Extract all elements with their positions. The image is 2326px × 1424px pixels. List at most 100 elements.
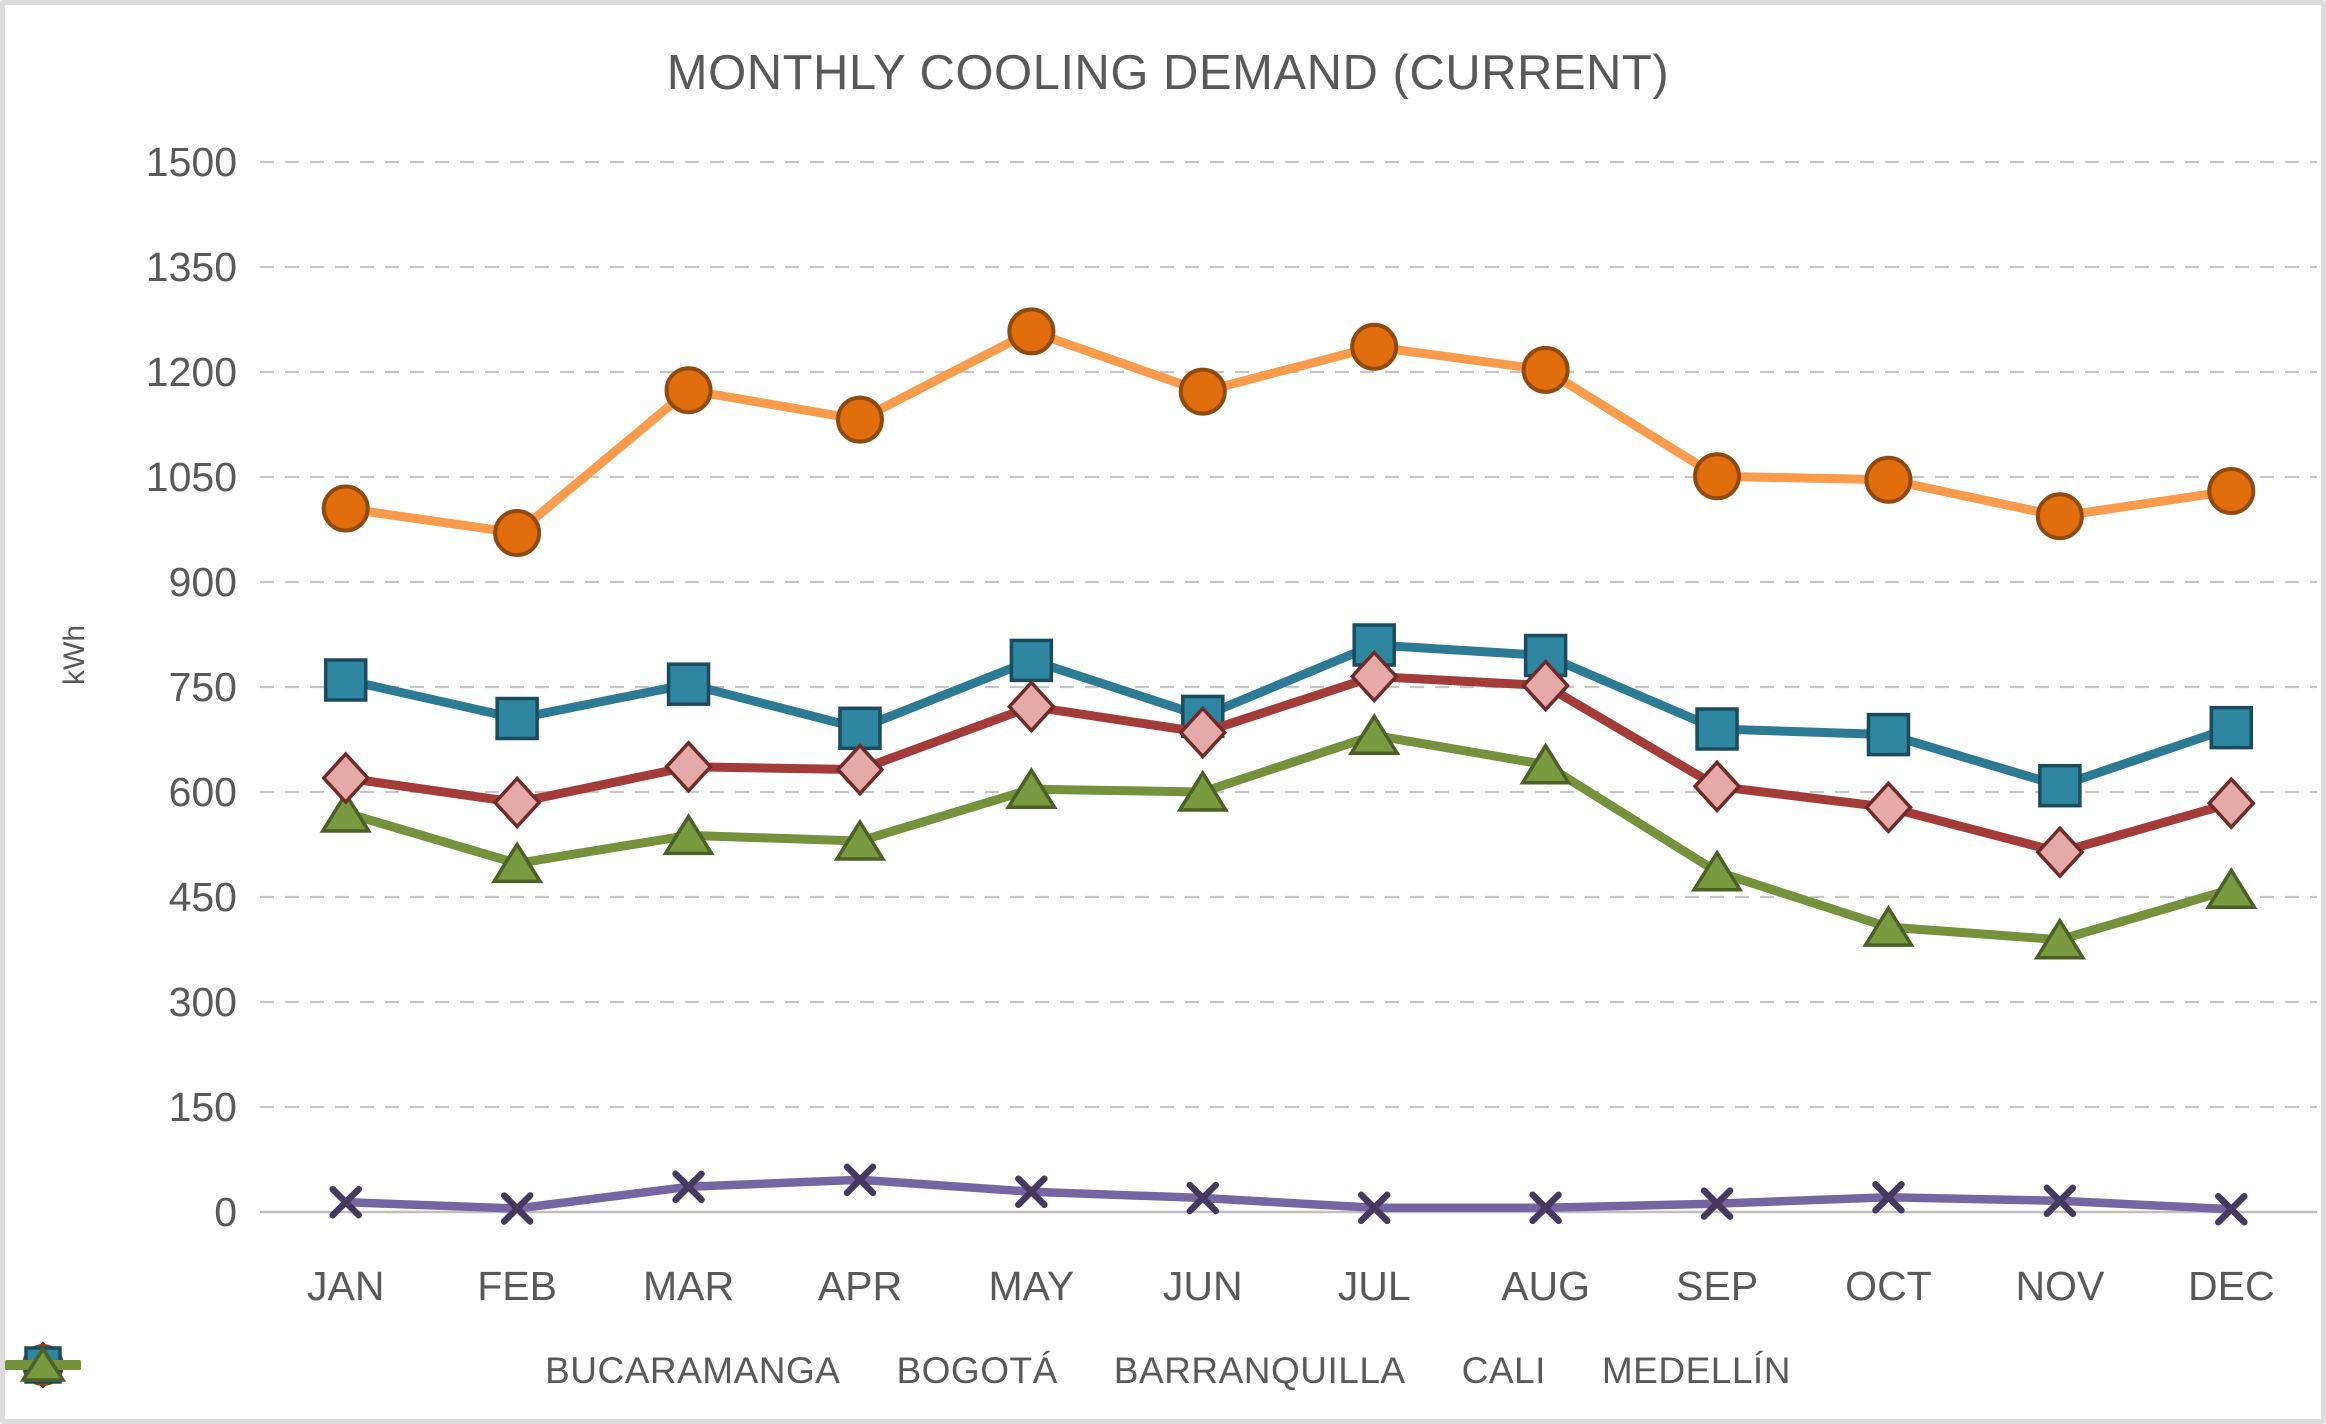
y-tick-label: 1050 (146, 454, 237, 500)
marker-square (666, 662, 711, 706)
marker-diamond (664, 740, 713, 794)
y-tick-label: 150 (169, 1084, 237, 1130)
marker-triangle (662, 813, 715, 856)
marker-diamond (835, 743, 885, 797)
y-tick-label: 1500 (146, 139, 237, 185)
marker-x (500, 1192, 534, 1225)
marker-triangle (2205, 866, 2258, 910)
marker-circle (1864, 455, 1913, 504)
marker-diamond (2035, 825, 2085, 879)
marker-x (2215, 1192, 2248, 1226)
x-tick-label: JAN (307, 1263, 384, 1309)
plot-svg: 0 150 300 450 600 750 900 1050 1200 1350 1500 JAN FE… (146, 139, 2317, 1309)
chart-title: MONTHLY COOLING DEMAND (CURRENT) (666, 46, 1670, 100)
marker-circle (1521, 345, 1570, 394)
marker-x (672, 1170, 705, 1204)
legend-label: BUCARAMANGA (545, 1350, 841, 1391)
legend-label: MEDELLÍN (1601, 1350, 1791, 1391)
y-tick-label: 300 (169, 979, 237, 1025)
y-tick-label: 1350 (146, 244, 237, 290)
marker-triangle (833, 818, 887, 861)
marker-square (323, 658, 368, 702)
marker-circle (493, 509, 542, 557)
legend-label: CALI (1461, 1350, 1546, 1391)
marker-square (2038, 763, 2082, 808)
marker-x (1015, 1175, 1048, 1208)
series-line-barranquilla (341, 326, 2236, 538)
marker-x (1529, 1191, 1562, 1225)
x-tick-label: DEC (2188, 1263, 2275, 1309)
marker-triangle (319, 790, 372, 833)
marker-x (843, 1163, 877, 1197)
marker-circle (2035, 492, 2084, 541)
marker-diamond (1178, 705, 1228, 760)
y-tick-label: 0 (214, 1189, 237, 1235)
marker-circle (835, 395, 884, 444)
x-tick-label: JUN (1163, 1263, 1243, 1309)
marker-square (495, 696, 539, 741)
marker-triangle (19, 1345, 67, 1382)
marker-diamond (1692, 759, 1742, 813)
marker-x (1872, 1181, 1905, 1214)
marker-circle (1007, 307, 1056, 356)
legend-marker-triangle-icon (5, 1345, 81, 1382)
y-axis-title: kWh (58, 625, 91, 685)
marker-triangle (1862, 904, 1915, 947)
marker-diamond (1521, 659, 1571, 713)
x-tick-label: SEP (1676, 1263, 1758, 1309)
y-tick-label: 450 (169, 874, 237, 920)
x-tick-label: FEB (477, 1263, 557, 1309)
marker-x (1700, 1187, 1734, 1220)
marker-square (838, 706, 882, 751)
legend-item-barranquilla: BARRANQUILLA (5, 1344, 1406, 1392)
marker-diamond (1349, 649, 1399, 704)
marker-square (2209, 705, 2254, 750)
legend-label: BOGOTÁ (896, 1350, 1058, 1391)
marker-diamond (2206, 776, 2256, 830)
x-tick-label: OCT (1845, 1263, 1932, 1309)
marker-circle (664, 366, 713, 415)
marker-x (1357, 1191, 1391, 1225)
marker-diamond (1864, 780, 1913, 834)
legend-item-medellin: MEDELLÍN (5, 1345, 1791, 1392)
marker-square (1866, 712, 1911, 757)
marker-x (2043, 1184, 2077, 1218)
marker-triangle (1519, 742, 1572, 785)
series-line-bogota (341, 1175, 2236, 1214)
marker-circle (1178, 367, 1227, 416)
series-line-cali (341, 640, 2236, 791)
x-tick-label: MAY (988, 1263, 1074, 1309)
marker-diamond (321, 751, 371, 805)
marker-triangle (490, 841, 544, 884)
y-tick-label: 1200 (146, 349, 237, 395)
x-tick-label: APR (818, 1263, 902, 1309)
y-tick-label: 900 (169, 559, 237, 605)
marker-square (1009, 638, 1054, 683)
y-tick-label: 600 (169, 769, 237, 815)
marker-circle (1350, 322, 1399, 371)
marker-diamond (1007, 680, 1056, 734)
marker-triangle (1690, 849, 1744, 892)
x-tick-label: JUL (1338, 1263, 1411, 1309)
marker-circle (321, 484, 370, 533)
marker-triangle (2033, 917, 2087, 960)
marker-triangle (1176, 769, 1229, 812)
y-tick-label: 750 (169, 664, 237, 710)
legend-label: BARRANQUILLA (1113, 1350, 1406, 1391)
legend: BUCARAMANGA BOGOTÁ BARRANQUILLA CALI MEDELLÍ… (5, 1341, 2321, 1401)
marker-circle (1693, 452, 1742, 501)
legend-item-bogota: BOGOTÁ (5, 1350, 1058, 1392)
marker-triangle (1348, 712, 1401, 756)
marker-x (329, 1185, 362, 1219)
marker-square (1695, 707, 1739, 751)
marker-diamond (492, 775, 542, 830)
legend-item-bucaramanga: BUCARAMANGA (5, 1341, 841, 1392)
x-tick-label: MAR (643, 1263, 734, 1309)
marker-triangle (1005, 766, 1058, 809)
marker-circle (2207, 467, 2256, 515)
series-line-medellin (341, 730, 2236, 945)
series-line-bucaramanga (341, 672, 2236, 857)
x-tick-label: NOV (2015, 1263, 2105, 1309)
marker-x (1186, 1181, 1220, 1215)
